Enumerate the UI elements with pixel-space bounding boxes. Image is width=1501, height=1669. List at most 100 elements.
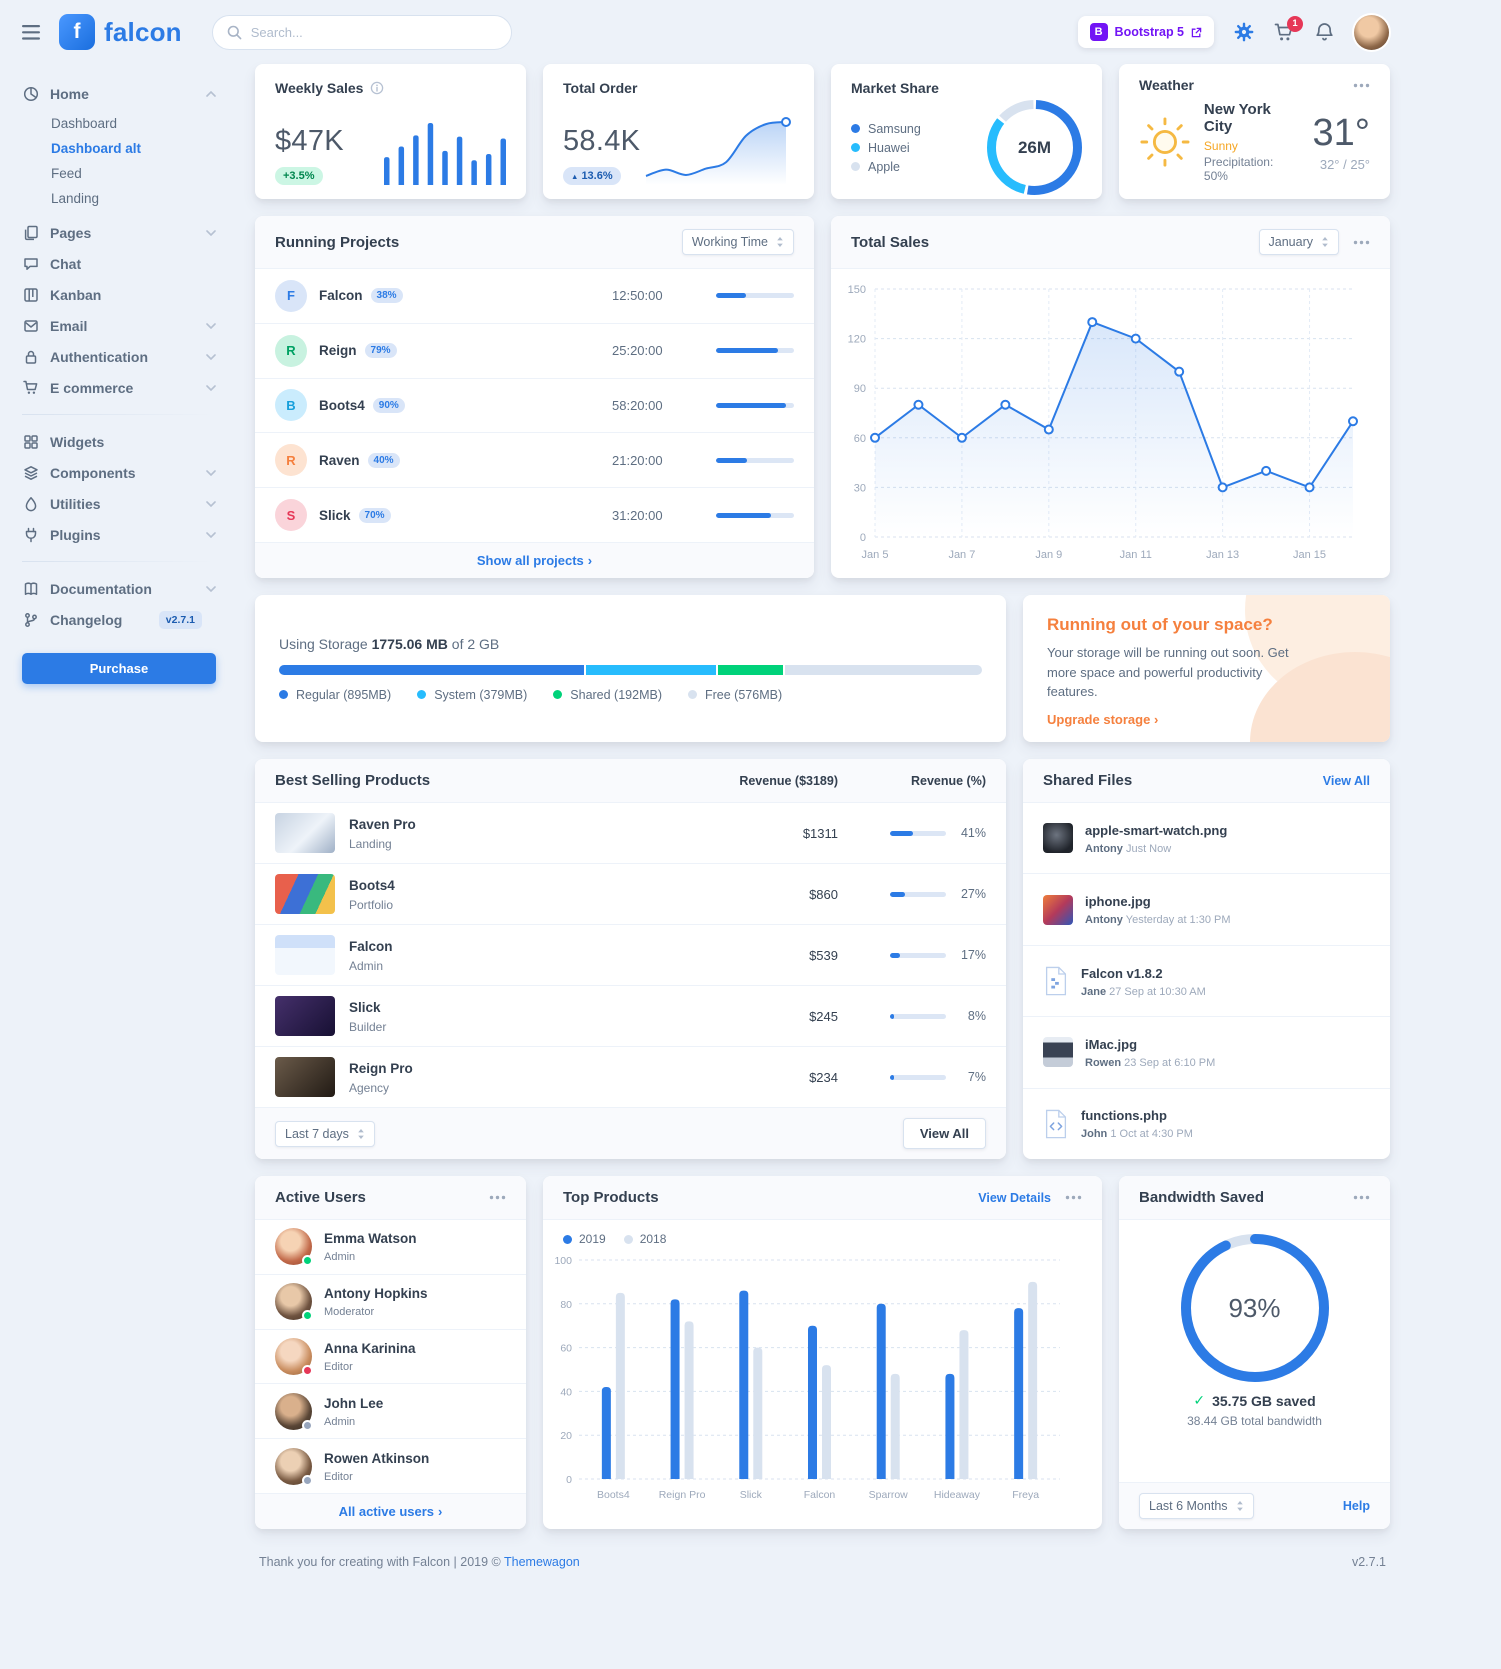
sidebar-item-landing[interactable]: Landing (51, 191, 100, 206)
project-name-link[interactable]: Raven (319, 452, 360, 468)
weekly-sales-badge: +3.5% (275, 167, 323, 185)
project-name-link[interactable]: Boots4 (319, 397, 365, 413)
svg-text:30: 30 (854, 482, 866, 494)
svg-text:Falcon: Falcon (804, 1489, 836, 1501)
user-name-link[interactable]: Antony Hopkins (324, 1286, 428, 1302)
top-products-chart: 0 20 40 60 80 100 Boots4 Reign Pro Slick Falcon Sp… (554, 1255, 1060, 1501)
user-name-link[interactable]: John Lee (324, 1395, 384, 1411)
sidebar-item-pages[interactable]: Pages (22, 217, 230, 248)
shared-files-view-all-link[interactable]: View All (1322, 773, 1370, 788)
avatar (275, 1447, 313, 1486)
working-time-select[interactable]: Working Time (681, 229, 794, 255)
sidebar-item-utilities[interactable]: Utilities (22, 488, 230, 519)
card-menu-icon[interactable] (489, 1195, 506, 1200)
bandwidth-donut: 93% (1180, 1234, 1329, 1382)
sidebar-item-home[interactable]: Home (22, 78, 230, 109)
product-revenue: $860 (809, 886, 838, 902)
sidebar-item-widgets[interactable]: Widgets (22, 426, 230, 457)
file-name-link[interactable]: functions.php (1081, 1108, 1167, 1124)
view-all-button[interactable]: View All (902, 1118, 986, 1149)
bell-icon (1316, 23, 1333, 41)
sort-arrows-icon (777, 237, 783, 247)
user-name-link[interactable]: Emma Watson (324, 1231, 417, 1247)
card-menu-icon[interactable] (1353, 83, 1370, 88)
card-menu-icon[interactable] (1353, 240, 1370, 245)
svg-text:Boots4: Boots4 (597, 1489, 630, 1501)
space-warning-card: Running out of your space? Your storage … (1023, 595, 1390, 742)
sidebar: Home Dashboard Dashboard alt Feed Landin… (0, 64, 230, 684)
svg-text:120: 120 (848, 334, 866, 346)
file-name-link[interactable]: apple-smart-watch.png (1085, 822, 1228, 838)
product-name-link[interactable]: Raven Pro (349, 816, 416, 832)
sidebar-item-dashboard[interactable]: Dashboard (51, 116, 118, 131)
sidebar-item-changelog[interactable]: Changelog v2.7.1 (22, 604, 230, 635)
purchase-button[interactable]: Purchase (22, 653, 216, 684)
list-item: John Lee Admin (255, 1384, 526, 1440)
sidebar-item-email[interactable]: Email (22, 310, 230, 341)
product-thumbnail (275, 813, 335, 853)
list-item: iphone.jpg Antony Yesterday at 1:30 PM (1023, 874, 1390, 946)
card-menu-icon[interactable] (1353, 1195, 1370, 1200)
settings-button[interactable] (1234, 22, 1254, 42)
user-name-link[interactable]: Anna Karinina (324, 1340, 416, 1356)
project-row: S Slick 70% 31:20:00 (255, 488, 814, 542)
user-name-link[interactable]: Rowen Atkinson (324, 1450, 430, 1466)
storage-progress-bar (279, 664, 982, 675)
project-name-link[interactable]: Falcon (319, 288, 363, 304)
help-link[interactable]: Help (1342, 1499, 1370, 1513)
card-menu-icon[interactable] (1065, 1195, 1082, 1200)
revenue-percent: 7% (967, 1070, 986, 1084)
sidebar-item-ecommerce[interactable]: E commerce (22, 372, 230, 403)
sidebar-item-plugins[interactable]: Plugins (22, 519, 230, 550)
sidebar-item-dashboard-alt[interactable]: Dashboard alt (51, 141, 142, 156)
revenue-percent: 17% (960, 948, 986, 962)
project-avatar: R (275, 444, 307, 477)
file-author: John (1081, 1128, 1108, 1141)
sidebar-item-authentication[interactable]: Authentication (22, 341, 230, 372)
product-name-link[interactable]: Boots4 (349, 877, 395, 893)
file-name-link[interactable]: iMac.jpg (1085, 1036, 1138, 1052)
upgrade-storage-link[interactable]: Upgrade storage › (1047, 711, 1159, 727)
best-selling-title: Best Selling Products (275, 772, 431, 789)
project-row: F Falcon 38% 12:50:00 (255, 269, 814, 324)
month-select[interactable]: January (1258, 229, 1339, 255)
hamburger-menu-button[interactable] (22, 24, 41, 40)
project-name-link[interactable]: Reign (319, 343, 357, 359)
project-name-link[interactable]: Slick (319, 507, 351, 523)
date-range-select[interactable]: Last 7 days (275, 1120, 375, 1147)
product-revenue: $539 (809, 947, 838, 963)
info-icon[interactable] (370, 81, 384, 95)
search-input[interactable] (250, 24, 497, 40)
sidebar-item-kanban[interactable]: Kanban (22, 279, 230, 310)
file-list: apple-smart-watch.png Antony Just Now ip… (1023, 803, 1390, 1159)
avatar (275, 1337, 313, 1376)
bootstrap-badge[interactable]: B Bootstrap 5 (1077, 16, 1214, 48)
sidebar-item-feed[interactable]: Feed (51, 166, 82, 181)
profile-avatar[interactable] (1354, 14, 1389, 50)
show-all-projects-link[interactable]: Show all projects › (476, 553, 593, 568)
product-name-link[interactable]: Reign Pro (349, 1060, 413, 1076)
weather-temperature: 31° (1312, 112, 1370, 154)
sidebar-item-chat[interactable]: Chat (22, 248, 230, 279)
period-select[interactable]: Last 6 Months (1139, 1493, 1254, 1519)
active-users-card: Active Users Emma Watson Admin Antony Hop… (255, 1176, 526, 1529)
all-active-users-link[interactable]: All active users › (338, 1504, 443, 1519)
product-category: Landing (349, 836, 392, 851)
file-name-link[interactable]: Falcon v1.8.2 (1081, 965, 1163, 981)
notifications-button[interactable] (1315, 22, 1334, 42)
svg-text:80: 80 (560, 1299, 572, 1311)
external-link-icon (1191, 27, 1202, 37)
falcon-logo[interactable]: f falcon (59, 14, 182, 50)
falcon-logo-icon: f (59, 14, 95, 50)
sidebar-item-components[interactable]: Components (22, 457, 230, 488)
sidebar-item-documentation[interactable]: Documentation (22, 573, 230, 604)
view-details-link[interactable]: View Details (978, 1190, 1051, 1205)
product-name-link[interactable]: Falcon (349, 938, 393, 954)
storage-segment-system (586, 664, 716, 675)
code-file-icon (1045, 1109, 1067, 1139)
legend-item: Regular (895MB) (279, 688, 391, 702)
product-name-link[interactable]: Slick (349, 999, 381, 1015)
cart-button[interactable]: 1 (1274, 15, 1303, 42)
file-name-link[interactable]: iphone.jpg (1085, 894, 1151, 910)
themewagon-link[interactable]: Themewagon (504, 1555, 580, 1569)
